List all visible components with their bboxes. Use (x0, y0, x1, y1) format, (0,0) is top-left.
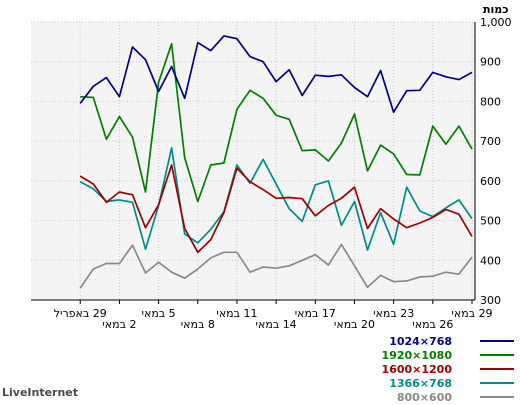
series-line-1920×1080 (80, 42, 473, 203)
series-lines (79, 35, 473, 289)
y-tick-label: 700 (480, 135, 501, 148)
x-tick-label: 26 במאי (412, 318, 453, 331)
y-tick-label: 600 (480, 175, 501, 188)
x-tick-label: 29 באפריל (54, 307, 107, 320)
x-tick-label: 20 במאי (334, 318, 375, 331)
y-tick-label: 1,000 (480, 16, 512, 29)
legend: 1024×7681920×10801600×12001366×768800×60… (382, 335, 514, 404)
legend-label: 1024×768 (389, 335, 452, 348)
brand-logo-text: LiveInternet (2, 386, 79, 399)
x-tick-label: 23 במאי (373, 307, 414, 320)
legend-label: 1600×1200 (382, 363, 453, 376)
series-line-1600×1200 (79, 164, 473, 254)
plot-background (31, 22, 475, 300)
y-tick-label: 300 (480, 294, 501, 307)
legend-label: 1920×1080 (382, 349, 453, 362)
y-tick-label: 900 (480, 56, 501, 69)
x-tick-label: 17 במאי (295, 307, 336, 320)
x-tick-label: 5 במאי (142, 307, 176, 320)
y-tick-label: 500 (480, 215, 501, 228)
legend-label: 800×600 (397, 391, 452, 404)
y-tick-label: 400 (480, 254, 501, 267)
y-axis-ticks: 1,000 900 800 700 600 500 400 300 (480, 16, 512, 307)
series-line-800×600 (79, 243, 473, 289)
y-axis-label: כמות (483, 3, 508, 16)
series-line-1024×768 (79, 35, 473, 114)
x-tick-label: 2 במאי (102, 318, 136, 331)
y-tick-label: 800 (480, 95, 501, 108)
series-line-1366×768 (79, 147, 473, 251)
plot-area (31, 22, 475, 300)
x-tick-label: 14 במאי (256, 318, 297, 331)
x-tick-label: 8 במאי (181, 318, 215, 331)
x-tick-label: 11 במאי (216, 307, 257, 320)
legend-label: 1366×768 (389, 377, 452, 390)
x-tick-label: 29 במאי (451, 307, 492, 320)
